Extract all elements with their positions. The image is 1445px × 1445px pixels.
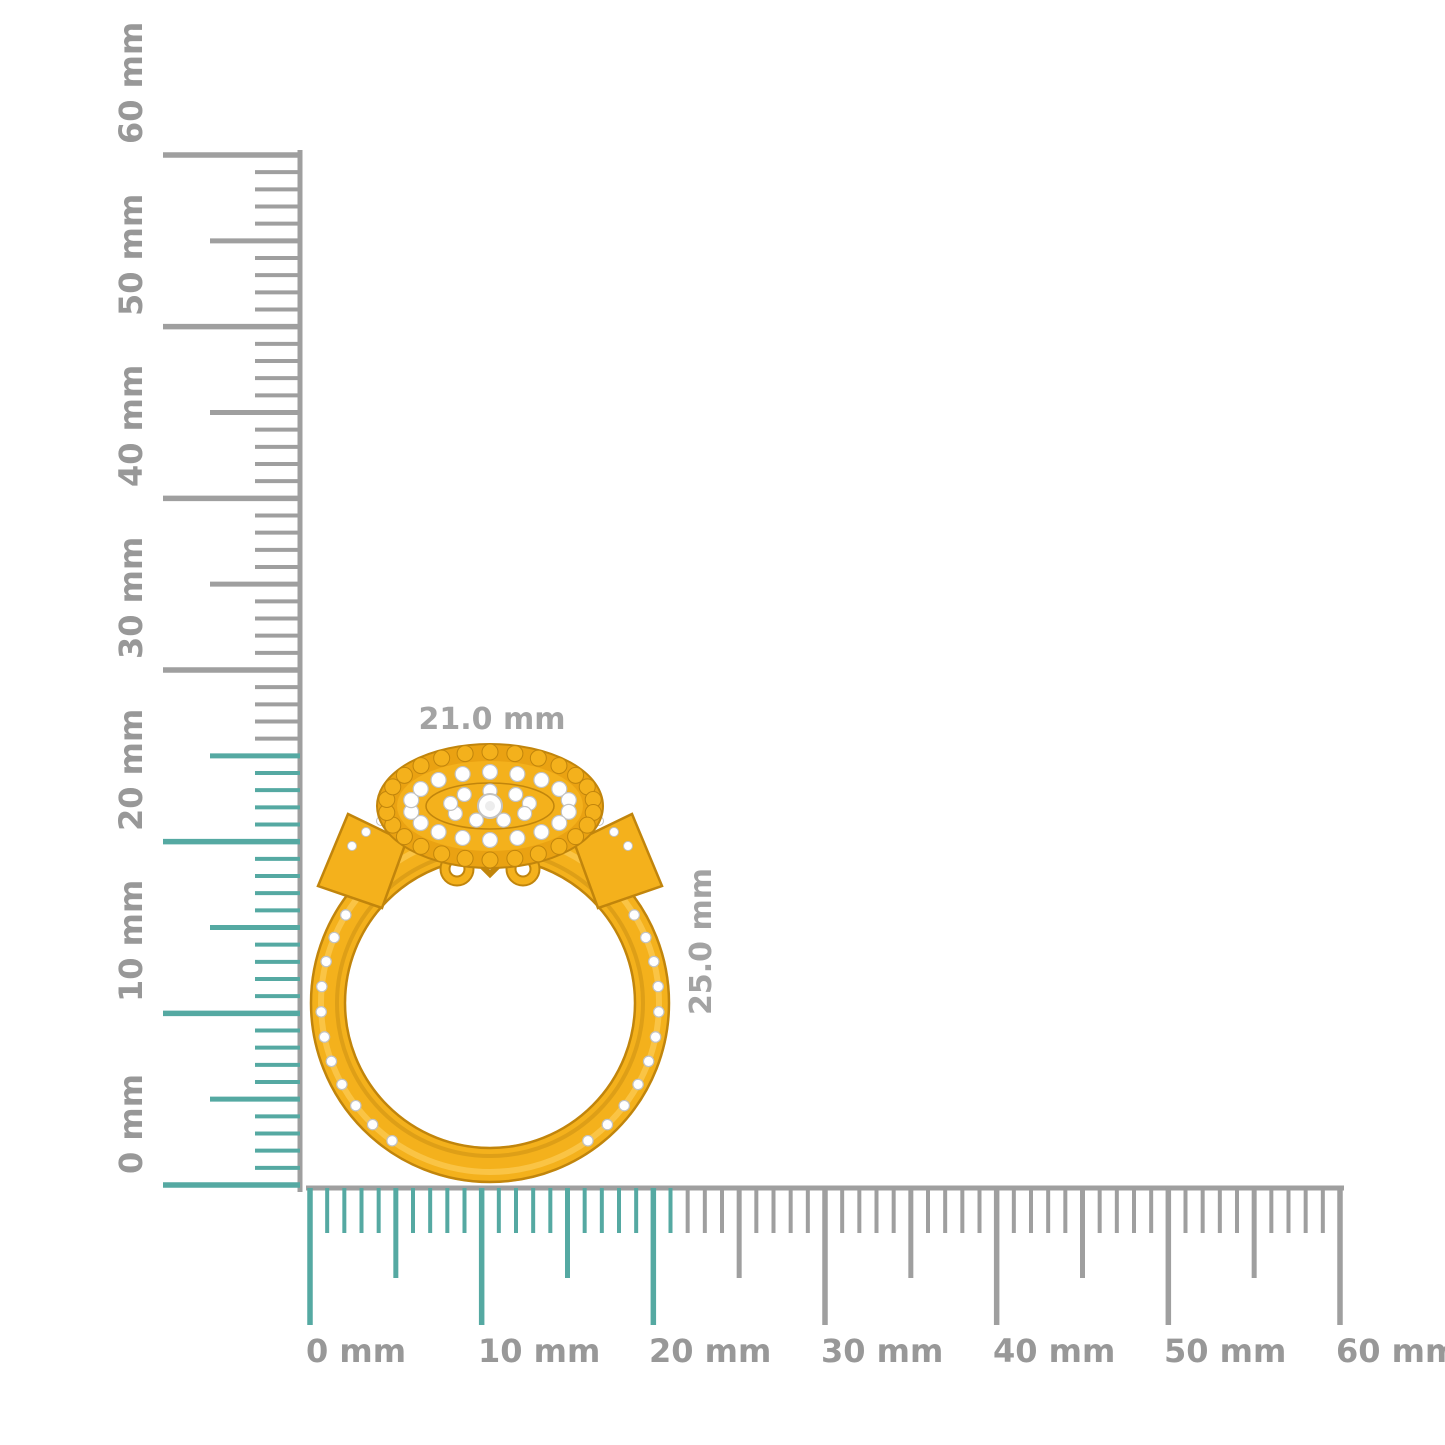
ring-width-label: 21.0 mm: [418, 702, 566, 737]
v-ruler-label-0mm: 0 mm: [112, 1073, 150, 1174]
vertical-ruler-ticks: [163, 150, 303, 1192]
h-ruler-label-20mm: 20 mm: [649, 1332, 772, 1370]
v-ruler-label-60mm: 60 mm: [112, 21, 150, 144]
horizontal-ruler-ticks: [306, 1185, 1344, 1325]
v-ruler-label-40mm: 40 mm: [112, 364, 150, 487]
h-ruler-label-10mm: 10 mm: [478, 1332, 601, 1370]
ring-image: [309, 743, 671, 1184]
h-ruler-label-60mm: 60 mm: [1336, 1332, 1445, 1370]
ring-height-label: 25.0 mm: [684, 868, 719, 1015]
v-ruler-label-50mm: 50 mm: [112, 193, 150, 316]
v-ruler-label-10mm: 10 mm: [112, 879, 150, 1002]
h-ruler-label-30mm: 30 mm: [821, 1332, 944, 1370]
h-ruler-label-50mm: 50 mm: [1164, 1332, 1287, 1370]
v-ruler-label-30mm: 30 mm: [112, 536, 150, 659]
h-ruler-label-0mm: 0 mm: [306, 1332, 407, 1370]
h-ruler-label-40mm: 40 mm: [993, 1332, 1116, 1370]
v-ruler-label-20mm: 20 mm: [112, 708, 150, 831]
